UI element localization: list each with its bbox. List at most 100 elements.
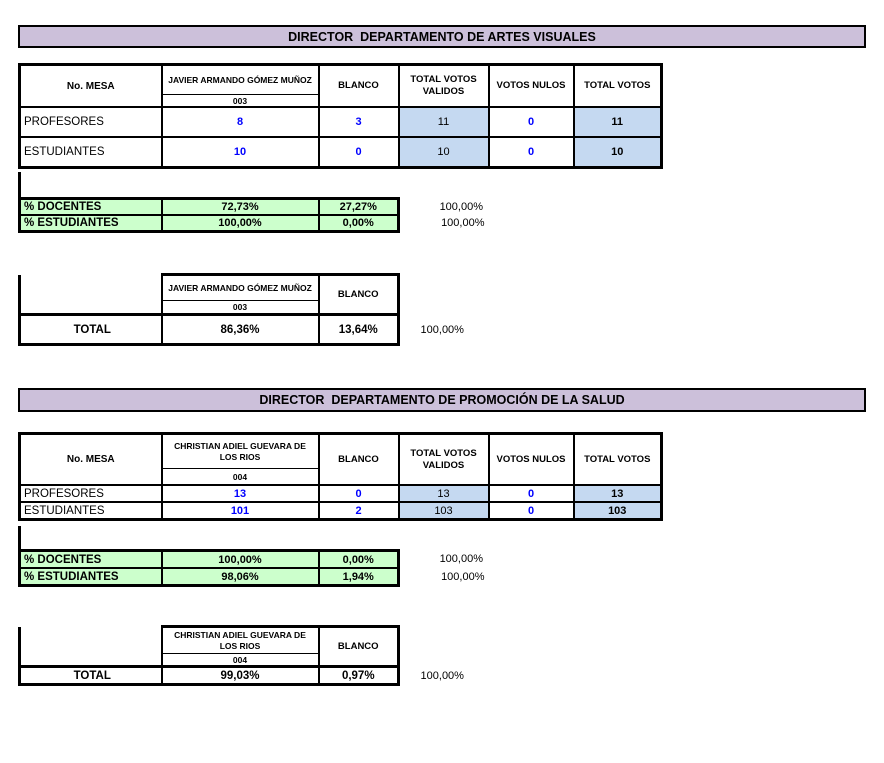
table-left-edge-line <box>18 526 21 549</box>
null-votes: 0 <box>487 484 575 503</box>
total-table-artes-visuales: JAVIER ARMANDO GÓMEZ MUÑOZ BLANCO 003 TO… <box>18 273 490 346</box>
empty-cell <box>18 653 162 667</box>
total-percent: 100,00% <box>439 553 483 566</box>
valid-votes: 10 <box>397 136 490 169</box>
total-votes: 11 <box>572 106 663 138</box>
table-row-estudiantes: ESTUDIANTES 10 0 10 0 10 <box>18 136 663 169</box>
col-header-blanco: BLANCO <box>317 273 400 316</box>
col-header-blanco: BLANCO <box>317 625 400 668</box>
total-header-row: JAVIER ARMANDO GÓMEZ MUÑOZ BLANCO <box>18 273 489 316</box>
blanco-total-percent: 0,97% <box>317 665 400 686</box>
section-title-text: DIRECTOR DEPARTAMENTO DE PROMOCIÓN DE LA… <box>259 393 625 407</box>
candidate-total-percent: 86,36% <box>160 313 320 346</box>
row-label: ESTUDIANTES <box>18 501 163 521</box>
table-row-profesores: PROFESORES 8 3 11 0 11 <box>18 106 663 138</box>
col-header-blanco: BLANCO <box>317 63 400 108</box>
blanco-votes: 3 <box>317 106 400 138</box>
header-row: No. MESA JAVIER ARMANDO GÓMEZ MUÑOZ BLAN… <box>18 63 663 108</box>
percent-row-docentes: % DOCENTES 72,73% 27,27% 100,00% <box>18 197 489 216</box>
spacer-cell <box>399 654 489 667</box>
percent-row-docentes: % DOCENTES 100,00% 0,00% 100,00% <box>18 549 489 569</box>
total-table-promocion-salud: CHRISTIAN ADIEL GUEVARA DE LOS RIOS BLAN… <box>18 625 490 686</box>
total-percent: 100,00% <box>441 217 485 230</box>
row-label: PROFESORES <box>18 106 163 138</box>
null-votes: 0 <box>487 501 575 521</box>
col-header-total: TOTAL VOTOS <box>572 432 663 486</box>
candidate-percent: 100,00% <box>160 549 320 569</box>
total-row: TOTAL 86,36% 13,64% 100,00% <box>18 313 489 346</box>
section-title-promocion-salud: DIRECTOR DEPARTAMENTO DE PROMOCIÓN DE LA… <box>18 388 866 412</box>
blanco-votes: 0 <box>317 136 400 169</box>
mesa-number: 003 <box>160 300 320 316</box>
table-left-edge-line <box>18 172 21 197</box>
blanco-total-percent: 13,64% <box>317 313 400 346</box>
percent-label: % ESTUDIANTES <box>18 214 163 233</box>
total-votes: 10 <box>572 136 663 169</box>
valid-votes: 11 <box>397 106 490 138</box>
col-header-blanco: BLANCO <box>317 432 400 486</box>
table-row-estudiantes: ESTUDIANTES 101 2 103 0 103 <box>18 501 663 521</box>
table-row-profesores: PROFESORES 13 0 13 0 13 <box>18 484 663 503</box>
percent-label: % ESTUDIANTES <box>18 567 163 587</box>
candidate-percent: 72,73% <box>160 197 320 216</box>
col-header-mesa: No. MESA <box>18 432 163 486</box>
blanco-percent: 27,27% <box>317 197 400 216</box>
valid-votes: 13 <box>397 484 490 503</box>
total-votes: 13 <box>572 484 663 503</box>
percent-row-estudiantes: % ESTUDIANTES 100,00% 0,00% 100,00% <box>18 214 489 233</box>
total-row: TOTAL 99,03% 0,97% 100,00% <box>18 665 489 686</box>
results-table-promocion-salud: No. MESA CHRISTIAN ADIEL GUEVARA DE LOS … <box>18 432 663 521</box>
col-header-candidate: CHRISTIAN ADIEL GUEVARA DE LOS RIOS <box>160 432 320 469</box>
candidate-percent: 98,06% <box>160 567 320 587</box>
mesa-number: 003 <box>160 94 320 108</box>
spacer-cell <box>399 275 489 301</box>
candidate-votes: 101 <box>160 501 320 521</box>
percent-table-artes-visuales: % DOCENTES 72,73% 27,27% 100,00% % ESTUD… <box>18 197 490 233</box>
total-percent: 100,00% <box>439 200 483 213</box>
total-percent: 100,00% <box>420 669 464 682</box>
total-mesa-number-row: 003 <box>18 300 489 316</box>
total-votes: 103 <box>572 501 663 521</box>
col-header-validos: TOTAL VOTOS VALIDOS <box>397 432 490 486</box>
row-label: PROFESORES <box>18 484 163 503</box>
total-header-row: CHRISTIAN ADIEL GUEVARA DE LOS RIOS BLAN… <box>18 625 489 668</box>
col-header-mesa: No. MESA <box>18 63 163 108</box>
blanco-percent: 0,00% <box>317 214 400 233</box>
total-label: TOTAL <box>18 665 163 686</box>
spacer-cell <box>399 627 489 654</box>
valid-votes: 103 <box>397 501 490 521</box>
null-votes: 0 <box>487 106 575 138</box>
candidate-votes: 8 <box>160 106 320 138</box>
candidate-percent: 100,00% <box>160 214 320 233</box>
percent-row-estudiantes: % ESTUDIANTES 98,06% 1,94% 100,00% <box>18 567 489 587</box>
empty-cell <box>18 300 162 315</box>
percent-table-promocion-salud: % DOCENTES 100,00% 0,00% 100,00% % ESTUD… <box>18 549 490 587</box>
row-label: ESTUDIANTES <box>18 136 163 169</box>
mesa-number: 004 <box>160 468 320 486</box>
total-label: TOTAL <box>18 313 163 346</box>
percent-label: % DOCENTES <box>18 549 163 569</box>
blanco-percent: 0,00% <box>317 549 400 569</box>
mesa-number: 004 <box>160 653 320 668</box>
percent-label: % DOCENTES <box>18 197 163 216</box>
results-table-artes-visuales: No. MESA JAVIER ARMANDO GÓMEZ MUÑOZ BLAN… <box>18 63 663 169</box>
candidate-votes: 10 <box>160 136 320 169</box>
blanco-votes: 2 <box>317 501 400 521</box>
empty-cell <box>18 626 162 654</box>
blanco-votes: 0 <box>317 484 400 503</box>
spacer-cell <box>399 301 489 315</box>
total-percent: 100,00% <box>441 570 485 583</box>
col-header-validos: TOTAL VOTOS VALIDOS <box>397 63 490 108</box>
col-header-candidate: JAVIER ARMANDO GÓMEZ MUÑOZ <box>160 63 320 95</box>
blanco-percent: 1,94% <box>317 567 400 587</box>
col-header-nulos: VOTOS NULOS <box>487 63 575 108</box>
null-votes: 0 <box>487 136 575 169</box>
total-percent: 100,00% <box>420 323 464 336</box>
empty-cell <box>18 274 162 301</box>
col-header-nulos: VOTOS NULOS <box>487 432 575 486</box>
section-title-text: DIRECTOR DEPARTAMENTO DE ARTES VISUALES <box>288 29 596 44</box>
col-header-candidate: JAVIER ARMANDO GÓMEZ MUÑOZ <box>160 273 320 301</box>
total-mesa-number-row: 004 <box>18 653 489 668</box>
candidate-votes: 13 <box>160 484 320 503</box>
col-header-candidate: CHRISTIAN ADIEL GUEVARA DE LOS RIOS <box>160 625 320 654</box>
